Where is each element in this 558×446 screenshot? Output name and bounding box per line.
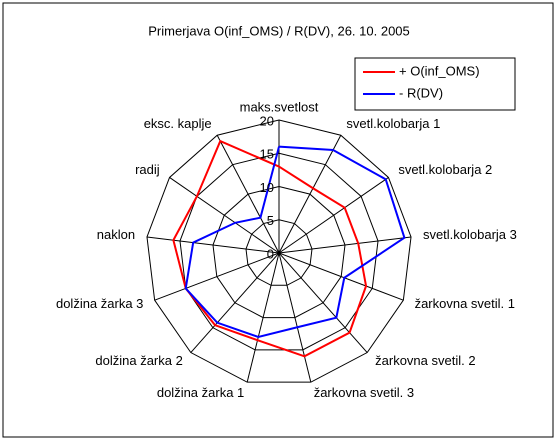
series-line: [184, 145, 406, 338]
spoke: [278, 252, 312, 383]
grid-line: [179, 152, 379, 351]
series-line: [172, 139, 368, 358]
category-label: žarkovna svetil. 3: [314, 385, 414, 400]
grid-line: [212, 185, 346, 319]
spoke: [278, 252, 404, 301]
y-tick-label: 15: [260, 147, 274, 162]
y-tick-label: 0: [267, 246, 274, 261]
category-label: dolžina žarka 1: [157, 385, 244, 400]
chart-title: Primerjava O(inf_OMS) / R(DV), 26. 10. 2…: [148, 23, 410, 38]
legend-box: [354, 57, 516, 111]
y-tick-label: 10: [260, 180, 274, 195]
category-label: dolžina žarka 2: [95, 353, 182, 368]
grid-line: [146, 119, 412, 383]
category-label: svetl.kolobarja 2: [398, 162, 492, 177]
spoke: [169, 177, 280, 254]
category-label: dolžina žarka 3: [56, 296, 143, 311]
grid-line: [245, 219, 313, 286]
category-label: naklon: [97, 227, 135, 242]
category-label: maks.svetlost: [240, 99, 319, 114]
spoke: [278, 177, 389, 254]
spoke: [216, 135, 280, 254]
spoke: [146, 236, 280, 254]
spoke: [278, 252, 368, 353]
category-label: svetl.kolobarja 3: [423, 227, 517, 242]
category-label: eksc. kaplje: [144, 116, 212, 131]
category-label: žarkovna svetil. 1: [415, 296, 515, 311]
y-tick-label: 20: [260, 113, 274, 128]
spoke: [278, 236, 412, 254]
category-label: žarkovna svetil. 2: [375, 353, 475, 368]
spoke: [154, 252, 280, 301]
category-label: radij: [135, 162, 160, 177]
spoke: [278, 135, 342, 254]
category-label: svetl.kolobarja 1: [346, 116, 440, 131]
spoke: [246, 252, 280, 383]
spoke: [190, 252, 280, 353]
legend-label: + O(inf_OMS): [399, 63, 480, 78]
legend-label: - R(DV): [399, 85, 443, 100]
y-tick-label: 5: [267, 213, 274, 228]
